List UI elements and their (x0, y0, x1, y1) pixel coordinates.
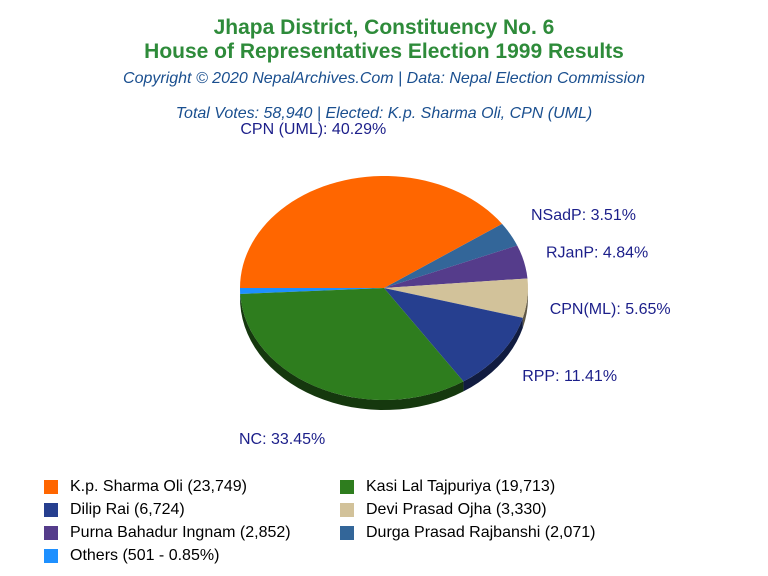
legend-swatch (44, 480, 58, 494)
pie-slice-others (240, 288, 384, 294)
legend-label: Devi Prasad Ojha (3,330) (366, 501, 547, 518)
legend-item: Devi Prasad Ojha (3,330) (340, 499, 547, 521)
legend-swatch (44, 503, 58, 517)
chart-title-line1: Jhapa District, Constituency No. 6 (213, 16, 555, 39)
pie-slice-nc (240, 288, 464, 400)
slice-side-cpn-ml (522, 288, 528, 328)
legend-label: Purna Bahadur Ingnam (2,852) (70, 524, 291, 541)
legend-label: Durga Prasad Rajbanshi (2,071) (366, 524, 596, 541)
legend-swatch (340, 480, 354, 494)
slice-label-nsadp: NSadP: 3.51% (531, 207, 636, 224)
slice-label-cpn-uml: CPN (UML): 40.29% (240, 121, 386, 138)
pie-slice-cpn-uml (240, 176, 503, 288)
pie-slice-rjanp (384, 245, 528, 288)
legend-swatch (44, 549, 58, 563)
legend-label: Kasi Lal Tajpuriya (19,713) (366, 478, 556, 495)
slice-label-cpn-ml: CPN(ML): 5.65% (550, 301, 671, 318)
pie-slice-nsadp (384, 223, 518, 288)
legend-item: Durga Prasad Rajbanshi (2,071) (340, 522, 595, 544)
pie-slice-cpn-ml (384, 278, 528, 318)
legend-swatch (340, 526, 354, 540)
pie-slice-rpp (384, 288, 523, 382)
slice-label-rjanp: RJanP: 4.84% (546, 245, 648, 262)
legend-label: Others (501 - 0.85%) (70, 547, 220, 564)
legend-item: Others (501 - 0.85%) (44, 545, 219, 567)
slice-label-rpp: RPP: 11.41% (522, 368, 617, 385)
legend-item: Kasi Lal Tajpuriya (19,713) (340, 476, 555, 498)
slice-side-rpp (463, 317, 523, 392)
legend-item: K.p. Sharma Oli (23,749) (44, 476, 247, 498)
summary-text: Total Votes: 58,940 | Elected: K.p. Shar… (175, 105, 593, 122)
legend-item: Dilip Rai (6,724) (44, 499, 185, 521)
legend-label: K.p. Sharma Oli (23,749) (70, 478, 247, 495)
legend-swatch (340, 503, 354, 517)
slice-side-nc (240, 293, 464, 410)
legend-label: Dilip Rai (6,724) (70, 501, 185, 518)
legend-swatch (44, 526, 58, 540)
slice-label-nc: NC: 33.45% (239, 431, 325, 448)
copyright-text: Copyright © 2020 NepalArchives.Com | Dat… (123, 70, 645, 87)
legend-item: Purna Bahadur Ingnam (2,852) (44, 522, 291, 544)
chart-title-line2: House of Representatives Election 1999 R… (144, 40, 624, 63)
